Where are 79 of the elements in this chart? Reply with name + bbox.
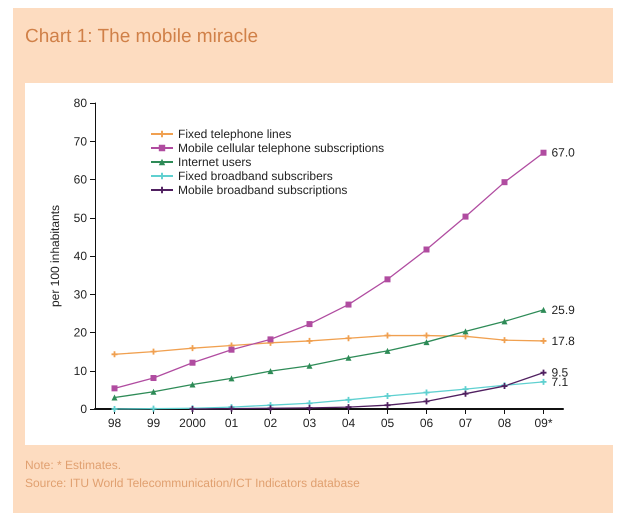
point xyxy=(346,396,352,403)
y-tick-label: 50 xyxy=(74,210,88,225)
point xyxy=(384,332,390,339)
point xyxy=(346,335,352,342)
point xyxy=(268,368,274,374)
y-tick-label: 60 xyxy=(74,172,88,186)
legend-label: Mobile cellular telephone subscriptions xyxy=(178,141,384,155)
point xyxy=(540,150,546,156)
y-axis-title: per 100 inhabitants xyxy=(48,204,62,308)
point xyxy=(540,306,546,313)
x-tick-label: 02 xyxy=(264,416,278,430)
point xyxy=(190,360,196,366)
point xyxy=(306,321,312,328)
y-tick-label: 70 xyxy=(74,134,88,148)
x-tick-label: 05 xyxy=(380,416,394,430)
x-tick-label: 01 xyxy=(224,416,238,430)
point xyxy=(502,318,508,324)
point xyxy=(424,339,430,346)
point xyxy=(228,346,234,353)
point xyxy=(190,345,196,352)
point xyxy=(540,338,546,344)
x-tick-label: 2000 xyxy=(179,416,206,430)
point xyxy=(424,398,430,404)
x-tick-label: 04 xyxy=(342,416,356,430)
chart-title: Chart 1: The mobile miracle xyxy=(25,26,258,48)
data-label: 67.0 xyxy=(552,146,576,160)
point xyxy=(112,385,118,392)
data-label: 25.9 xyxy=(552,302,576,317)
point xyxy=(462,214,468,220)
x-tick-label: 09* xyxy=(534,416,553,430)
y-tick-label: 10 xyxy=(74,364,88,378)
point xyxy=(306,338,312,344)
x-tick-label: 08 xyxy=(498,416,512,430)
point xyxy=(228,375,234,382)
point xyxy=(462,390,468,397)
point xyxy=(150,348,156,355)
legend-label: Fixed telephone lines xyxy=(178,127,292,141)
point xyxy=(424,390,430,396)
point xyxy=(384,402,390,408)
point xyxy=(346,302,352,308)
y-tick-label: 30 xyxy=(74,287,88,302)
point xyxy=(424,246,430,252)
point xyxy=(462,328,468,334)
y-tick-label: 20 xyxy=(74,326,88,340)
x-tick-label: 07 xyxy=(458,416,472,430)
y-tick-label: 40 xyxy=(74,249,88,263)
legend-label: Fixed broadband subscribers xyxy=(178,169,333,183)
legend-label: Mobile broadband subscriptions xyxy=(178,183,348,197)
x-tick-label: 98 xyxy=(108,416,122,430)
point xyxy=(424,332,430,339)
x-tick-label: 03 xyxy=(302,416,316,430)
source-note: Source: ITU World Telecommunication/ICT Indicators database xyxy=(25,475,360,492)
point xyxy=(150,406,156,412)
point xyxy=(384,348,390,354)
point xyxy=(540,370,546,376)
point xyxy=(384,276,390,282)
point xyxy=(112,394,118,401)
point xyxy=(384,392,390,399)
point xyxy=(346,404,352,410)
point xyxy=(502,179,508,186)
point xyxy=(306,362,312,369)
point xyxy=(268,405,274,412)
point xyxy=(306,404,312,411)
legend-label: Internet users xyxy=(178,155,252,169)
x-tick-label: 99 xyxy=(146,416,160,430)
data-label: 17.8 xyxy=(552,334,576,348)
point xyxy=(268,336,274,342)
point xyxy=(190,382,196,388)
point xyxy=(150,388,156,395)
y-tick-label: 0 xyxy=(80,402,88,416)
y-tick-label: 80 xyxy=(74,96,88,110)
point xyxy=(112,351,118,358)
point xyxy=(502,337,508,344)
point xyxy=(112,406,118,412)
x-tick-label: 06 xyxy=(420,416,434,430)
point xyxy=(150,375,156,382)
text: Note: * Estimates. xyxy=(25,457,122,474)
point xyxy=(540,378,546,385)
point xyxy=(346,354,352,361)
